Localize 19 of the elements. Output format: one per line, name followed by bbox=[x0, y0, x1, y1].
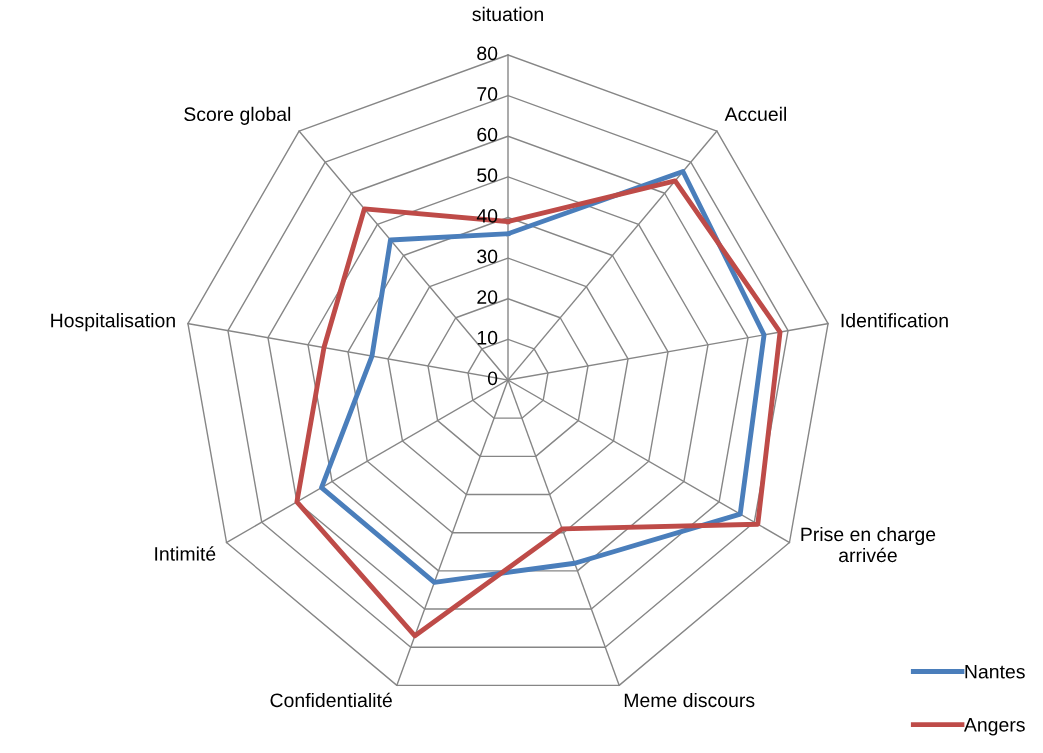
spoke-label: Accueil bbox=[724, 106, 786, 122]
y-tick-label: 10 bbox=[477, 330, 498, 345]
spoke-label: Intimité bbox=[155, 546, 216, 561]
spoke-label: Prise en charge arrivée bbox=[801, 526, 936, 563]
y-tick-label: 80 bbox=[477, 46, 498, 61]
y-tick-label: 50 bbox=[477, 168, 498, 183]
spoke-label: Confidentialité bbox=[270, 692, 392, 708]
spoke-label: Identification bbox=[841, 313, 948, 328]
spoke-label: Score global bbox=[184, 106, 291, 125]
y-tick-label: 70 bbox=[477, 87, 498, 101]
y-tick-label: 0 bbox=[487, 371, 498, 386]
y-tick-label: 20 bbox=[477, 290, 498, 304]
spoke-label: situation bbox=[472, 6, 543, 22]
y-tick-label: 30 bbox=[477, 249, 498, 264]
spoke-label: Hospitalisation bbox=[51, 313, 175, 332]
y-tick-label: 60 bbox=[477, 127, 498, 142]
spoke-label: Meme discours bbox=[624, 692, 755, 708]
legend-label: Nantes bbox=[965, 664, 1025, 679]
legend-label: Angers bbox=[963, 718, 1025, 736]
